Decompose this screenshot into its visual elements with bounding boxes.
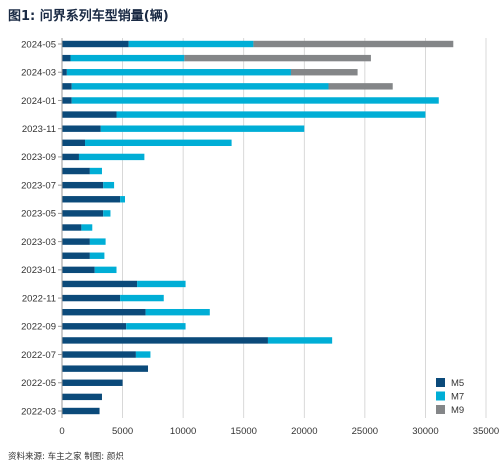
legend-label-M7: M7: [451, 392, 464, 403]
bar-M7-2022-07: [135, 351, 151, 358]
y-tick-label-2023-03: 2023-03: [21, 237, 56, 248]
bar-M5-2023-06: [62, 196, 121, 203]
bar-M5-2024-05: [62, 40, 129, 48]
bar-M5-2022-04: [62, 393, 102, 401]
bar-M7-2024-01: [71, 97, 439, 104]
bar-M5-2023-03: [62, 238, 90, 245]
bar-M5-2024-01: [62, 97, 72, 104]
bar-M5-2023-08: [62, 167, 90, 175]
bar-M7-2023-04: [81, 224, 93, 231]
x-tick-label-15000: 15000: [231, 426, 257, 437]
y-tick-label-2022-11: 2022-11: [22, 293, 56, 304]
x-tick-label-5000: 5000: [112, 426, 133, 437]
bar-M7-2024-05: [128, 40, 254, 48]
chart-title: 图1: 问界系列车型销量(辆): [8, 8, 169, 24]
bar-M7-2022-11: [120, 294, 164, 302]
x-tick-label-20000: 20000: [291, 426, 317, 437]
bar-M5-2022-08: [62, 337, 268, 344]
bar-M5-2022-11: [62, 294, 121, 302]
legend-swatch-M7: [436, 391, 445, 401]
bar-M5-2023-11: [62, 125, 101, 132]
bars: [62, 40, 454, 415]
source-note: 资料来源: 车主之家 制图: 颜炽: [8, 451, 124, 462]
y-tick-label-2024-01: 2024-01: [21, 96, 56, 107]
y-tick-label-2022-03: 2022-03: [21, 406, 56, 417]
y-tick-label-2022-07: 2022-07: [21, 350, 56, 361]
y-tick-marks: [58, 43, 62, 412]
bar-M9-2024-02: [328, 83, 393, 90]
bar-M7-2024-04: [70, 54, 185, 62]
bar-M7-2023-07: [103, 181, 115, 189]
bar-M7-2023-12: [116, 111, 426, 118]
bar-M5-2023-05: [62, 210, 104, 217]
bar-M5-2022-12: [62, 280, 138, 288]
bar-M7-2023-08: [89, 167, 102, 175]
bar-M5-2022-05: [62, 379, 123, 386]
y-tick-label-2023-01: 2023-01: [21, 265, 56, 276]
bar-M5-2022-09: [62, 323, 127, 330]
bar-M7-2023-10: [85, 139, 232, 147]
y-tick-label-2024-03: 2024-03: [21, 68, 56, 79]
x-tick-label-35000: 35000: [473, 426, 499, 437]
bar-M5-2022-06: [62, 365, 149, 372]
bar-M7-2024-02: [71, 83, 329, 90]
bar-M5-2024-02: [62, 83, 72, 90]
x-tick-label-30000: 30000: [412, 426, 438, 437]
bar-M7-2022-09: [126, 323, 186, 330]
bar-M7-2023-05: [103, 210, 111, 217]
x-tick-label-25000: 25000: [352, 426, 378, 437]
bar-M7-2022-10: [145, 308, 210, 316]
bar-M5-2023-04: [62, 224, 82, 231]
y-tick-label-2022-09: 2022-09: [21, 322, 56, 333]
bar-M7-2023-03: [89, 238, 106, 245]
legend: M5 M7 M9: [436, 378, 464, 416]
y-tick-label-2023-09: 2023-09: [21, 152, 56, 163]
bar-M5-2023-12: [62, 111, 117, 118]
bar-M9-2024-04: [184, 54, 371, 62]
bar-M5-2022-07: [62, 351, 136, 358]
bar-M9-2024-03: [290, 69, 358, 76]
x-tick-labels: 0 5000 10000 15000 20000 25000 30000 35000: [59, 426, 499, 437]
x-tick-label-0: 0: [59, 426, 64, 437]
bar-M7-2024-03: [66, 69, 291, 76]
bar-M5-2023-09: [62, 153, 79, 161]
legend-swatch-M5: [436, 378, 445, 387]
bar-M7-2022-12: [137, 280, 186, 288]
bar-M7-2023-09: [78, 153, 145, 161]
bar-M5-2023-02: [62, 252, 90, 259]
bar-M5-2024-04: [62, 54, 71, 62]
bar-M9-2024-05: [253, 40, 454, 48]
bar-M7-2023-01: [94, 266, 117, 274]
legend-label-M9: M9: [451, 405, 464, 416]
y-tick-label-2022-05: 2022-05: [21, 378, 56, 389]
y-tick-label-2023-05: 2023-05: [21, 209, 56, 220]
bar-M5-2022-03: [62, 407, 100, 415]
y-tick-label-2023-11: 2023-11: [22, 124, 56, 135]
grid-lines: [122, 38, 487, 418]
bar-M5-2022-10: [62, 308, 146, 316]
bar-M5-2023-01: [62, 266, 95, 274]
bar-M7-2023-06: [120, 196, 125, 203]
bar-M7-2023-02: [89, 252, 105, 259]
legend-label-M5: M5: [451, 378, 464, 389]
bar-M5-2023-10: [62, 139, 86, 147]
bar-M5-2023-07: [62, 181, 104, 189]
x-tick-label-10000: 10000: [170, 426, 196, 437]
legend-swatch-M9: [436, 405, 445, 414]
y-tick-label-2023-07: 2023-07: [21, 180, 56, 191]
bar-M7-2023-11: [100, 125, 305, 132]
y-tick-labels: 2022-03 2022-05 2022-07 2022-09 2022-11 2023-…: [21, 39, 56, 417]
bar-M5-2024-03: [62, 69, 67, 76]
y-tick-label-2024-05: 2024-05: [21, 39, 56, 50]
bar-M7-2022-08: [267, 337, 333, 344]
